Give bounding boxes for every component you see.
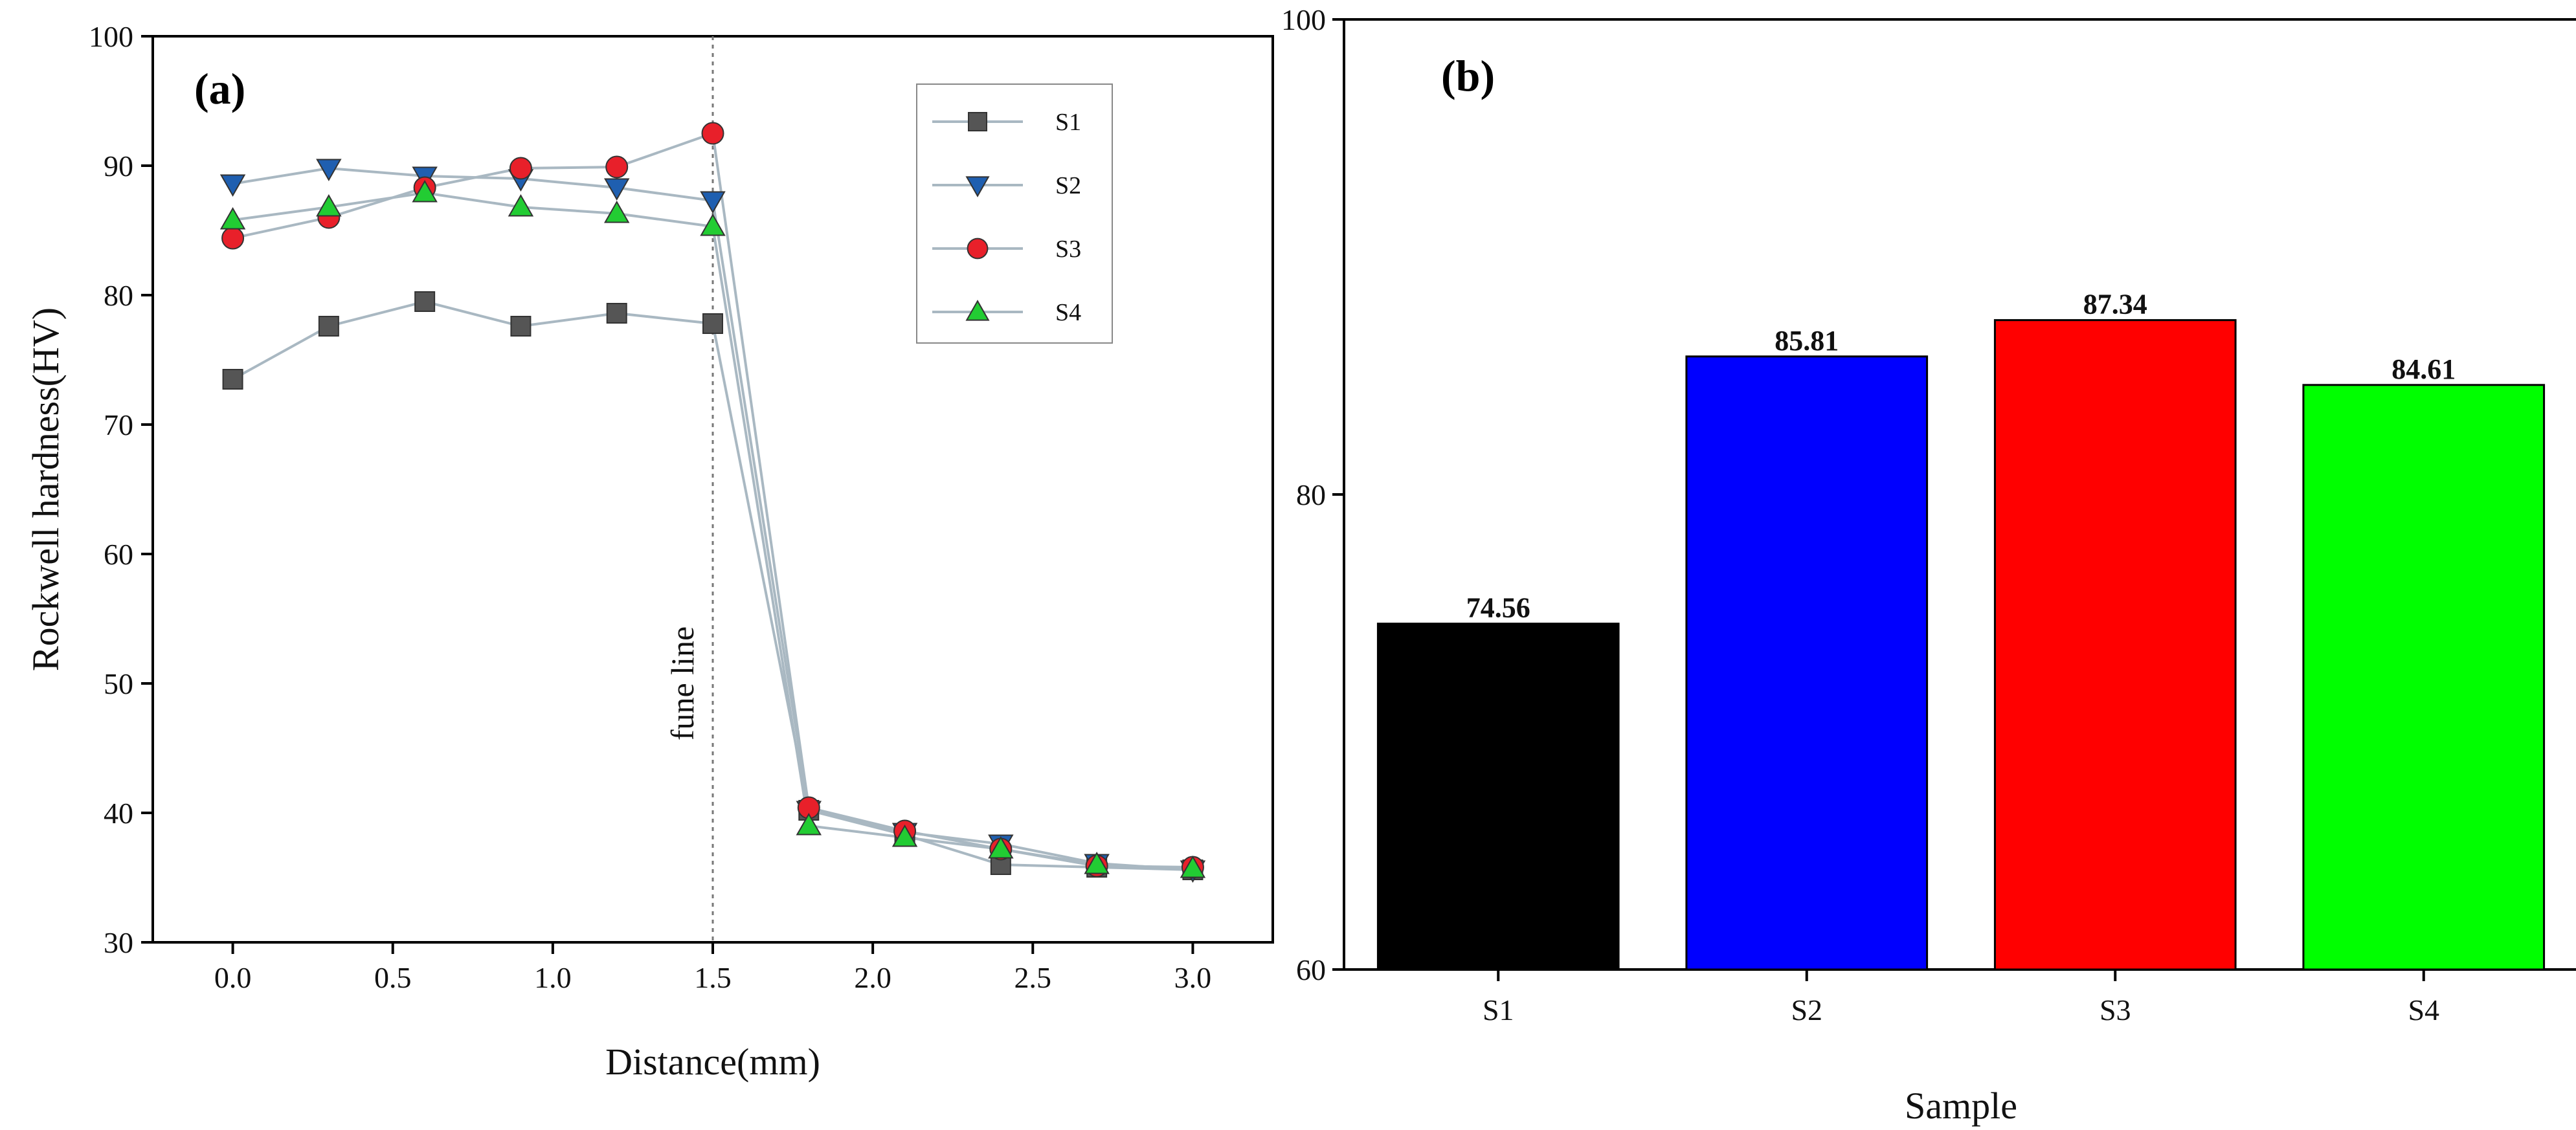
data-point-s4 (1180, 855, 1206, 878)
y-tick-label: 100 (1281, 3, 1326, 36)
data-point-s4 (412, 179, 438, 203)
legend-marker-s3 (967, 238, 989, 260)
data-point-s1 (414, 291, 436, 312)
data-point-s4 (316, 194, 342, 217)
data-point-s4 (603, 200, 630, 223)
y-tick-label: 80 (104, 279, 133, 312)
data-point-s3 (701, 122, 724, 145)
bar-s2 (1685, 355, 1929, 971)
y-tick-label: 70 (104, 408, 133, 441)
y-tick-label: 100 (89, 20, 133, 53)
x-tick-label: S4 (2408, 993, 2439, 1026)
y-tick-label: 30 (104, 926, 133, 959)
data-point-s4 (796, 812, 822, 836)
chart-b-bar: 60 80 100 74.56 85.81 87.34 84.61 S1 S2 S3 S4 (b… (1281, 3, 2576, 1127)
data-point-s3 (509, 157, 532, 180)
bar-value-label-s2: 85.81 (1775, 325, 1839, 357)
legend-label-s1: S1 (1055, 109, 1081, 136)
data-point-s1 (318, 316, 339, 337)
x-tick-label: 3.0 (1174, 961, 1212, 994)
chart-b-y-axis: 60 80 100 (1281, 3, 1344, 986)
legend-box (916, 83, 1113, 344)
y-tick-label: 60 (104, 538, 133, 571)
data-point-s1 (702, 313, 723, 334)
legend-marker-s1 (968, 112, 987, 131)
data-point-s4 (700, 213, 726, 236)
data-point-s4 (508, 194, 534, 217)
y-tick-label: 80 (1296, 478, 1326, 511)
legend-marker-s2 (965, 176, 990, 197)
x-tick-label: S1 (1483, 993, 1514, 1026)
data-point-s2 (603, 178, 630, 201)
chart-a-series-group (219, 122, 1206, 883)
data-point-s4 (1084, 851, 1110, 874)
legend-label-s3: S3 (1055, 236, 1081, 263)
x-tick-label: 1.0 (534, 961, 572, 994)
chart-b-bars-group: 74.56 85.81 87.34 84.61 (1376, 289, 2546, 971)
bar-s1 (1376, 623, 1620, 971)
legend-marker-s4 (965, 300, 990, 321)
data-point-s1 (222, 369, 243, 390)
chart-a-y-axis-title: Rockwell hardness(HV) (25, 307, 67, 671)
bar-s4 (2302, 384, 2546, 971)
data-point-s2 (700, 191, 726, 214)
data-point-s1 (606, 303, 627, 324)
data-point-s2 (316, 159, 342, 182)
legend-label-s4: S4 (1055, 299, 1081, 326)
x-tick-label: 2.0 (854, 961, 891, 994)
data-point-s4 (219, 206, 246, 230)
bar-s3 (1993, 319, 2237, 971)
series-markers-s4 (219, 179, 1206, 878)
bar-value-label-s4: 84.61 (2391, 353, 2456, 385)
fuse-line-label: fune line (664, 626, 700, 740)
x-tick-label: S3 (2100, 993, 2131, 1026)
y-tick-label: 60 (1296, 953, 1326, 986)
bar-value-label-s3: 87.34 (2083, 289, 2147, 320)
x-tick-label: 0.5 (374, 961, 412, 994)
y-tick-label: 50 (104, 667, 133, 700)
x-tick-label: 0.0 (214, 961, 252, 994)
chart-a-x-axis: 0.0 0.5 1.0 1.5 2.0 2.5 3.0 (214, 942, 1211, 994)
data-point-s2 (219, 174, 246, 197)
panel-a-label: (a) (194, 64, 245, 113)
chart-b-x-axis-title: Sample (1905, 1085, 2017, 1127)
chart-a-x-axis-title: Distance(mm) (605, 1041, 820, 1083)
chart-b-x-axis: S1 S2 S3 S4 (1483, 969, 2439, 1026)
chart-a-legend: S1 S2 S3 S4 (916, 83, 1113, 344)
legend-label-s2: S2 (1055, 172, 1081, 199)
x-tick-label: 1.5 (694, 961, 732, 994)
y-tick-label: 40 (104, 797, 133, 830)
data-point-s3 (221, 227, 245, 250)
panel-b-label: (b) (1441, 51, 1495, 100)
data-point-s4 (891, 824, 918, 847)
x-tick-label: S2 (1791, 993, 1822, 1026)
y-tick-label: 90 (104, 150, 133, 183)
bar-value-label-s1: 74.56 (1466, 592, 1530, 624)
data-point-s3 (605, 155, 629, 179)
chart-a-y-axis: 30 40 50 60 70 80 90 100 (89, 20, 153, 959)
data-point-s1 (510, 316, 532, 337)
data-point-s4 (988, 836, 1014, 859)
x-tick-label: 2.5 (1014, 961, 1052, 994)
